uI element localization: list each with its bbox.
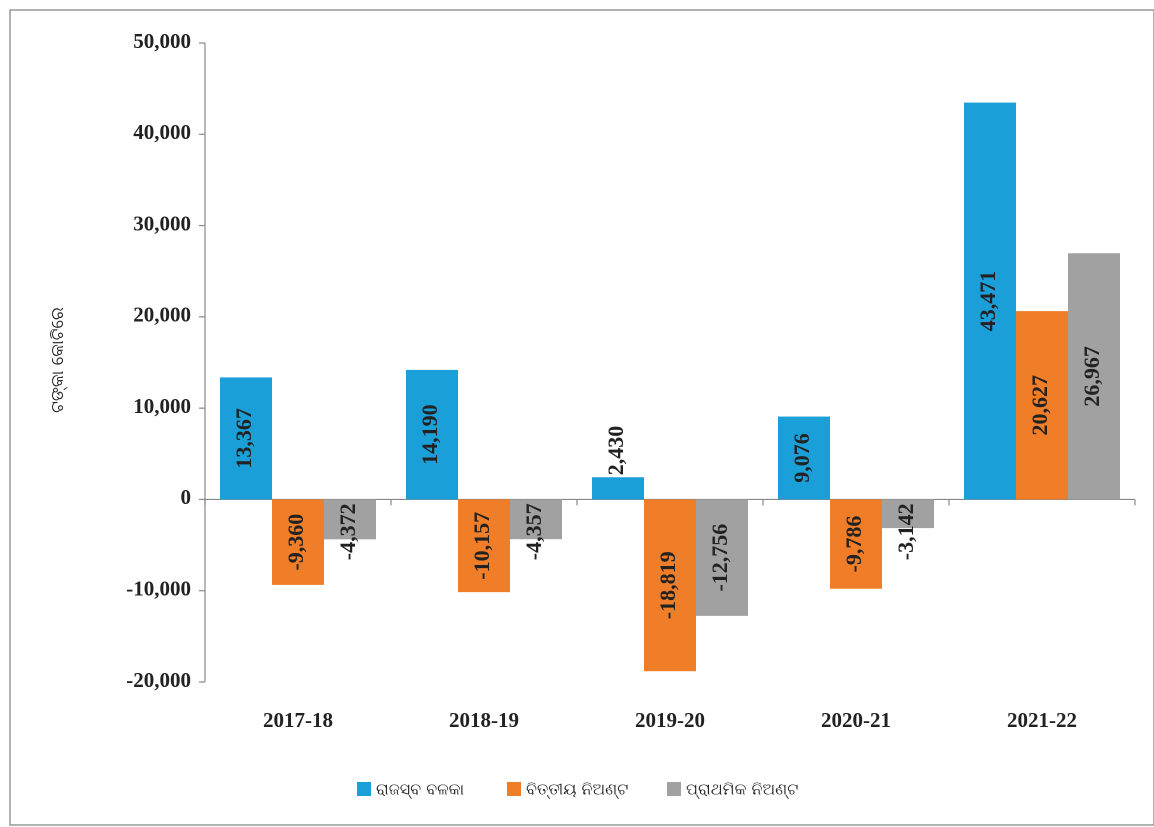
- data-label: 20,627: [1027, 375, 1052, 436]
- x-tick-label: 2018-19: [449, 708, 519, 732]
- bar: [324, 499, 376, 540]
- bar: [510, 499, 562, 540]
- y-tick-label: 10,000: [133, 394, 191, 418]
- data-label: -3,142: [893, 503, 918, 560]
- data-label: 43,471: [975, 271, 1000, 332]
- bar: [406, 369, 458, 500]
- bar: [778, 416, 830, 500]
- bar: [696, 499, 748, 616]
- data-label: 26,967: [1079, 346, 1104, 407]
- data-label: -4,372: [335, 503, 360, 560]
- bar: [458, 499, 510, 593]
- y-tick-label: 50,000: [133, 29, 191, 53]
- data-label: -9,360: [283, 514, 308, 571]
- legend-label: ପ୍ରାଥମିକ ନିଅଣ୍ଟ: [686, 780, 798, 799]
- y-tick-label: 0: [181, 485, 192, 509]
- bar: [1068, 253, 1120, 500]
- data-label: 14,190: [417, 404, 442, 465]
- bar: [644, 499, 696, 672]
- data-label: -18,819: [655, 551, 680, 619]
- y-axis-title: ଟଙ୍କା କୋଟିରେ: [48, 307, 68, 413]
- data-label: -4,357: [521, 503, 546, 560]
- y-tick-label: 40,000: [133, 120, 191, 144]
- legend-swatch: [507, 782, 521, 796]
- bar: [882, 499, 934, 529]
- y-tick-label: 30,000: [133, 211, 191, 235]
- y-tick-label: 20,000: [133, 303, 191, 327]
- bar: [592, 477, 644, 500]
- x-tick-label: 2017-18: [263, 708, 333, 732]
- legend-label: ବିତ୍ତୀୟ ନିଅଣ୍ଟ: [526, 780, 628, 799]
- data-label: 2,430: [603, 426, 628, 476]
- x-tick-label: 2021-22: [1007, 708, 1077, 732]
- legend-swatch: [667, 782, 681, 796]
- data-label: 9,076: [789, 433, 814, 483]
- x-tick-label: 2019-20: [635, 708, 705, 732]
- data-label: -9,786: [841, 516, 866, 573]
- bar: [1016, 311, 1068, 500]
- legend-swatch: [357, 782, 371, 796]
- data-label: -12,756: [707, 524, 732, 592]
- x-tick-label: 2020-21: [821, 708, 891, 732]
- data-label: 13,367: [231, 408, 256, 469]
- y-tick-label: -10,000: [126, 577, 191, 601]
- chart-frame: [9, 9, 1154, 826]
- y-tick-label: -20,000: [126, 668, 191, 692]
- data-label: -10,157: [469, 512, 494, 580]
- bar: [830, 499, 882, 589]
- legend-label: ରାଜସ୍ବ ବଳକା: [376, 780, 464, 799]
- bar: [964, 102, 1016, 500]
- bar: [220, 377, 272, 500]
- bar: [272, 499, 324, 585]
